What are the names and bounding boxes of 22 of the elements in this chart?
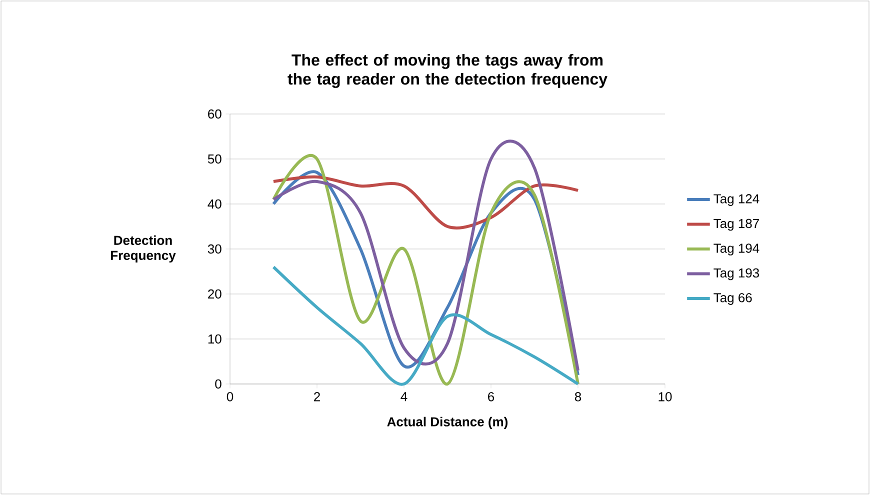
legend-label: Tag 124 (714, 194, 760, 206)
legend-label: Tag 187 (714, 218, 759, 231)
x-tick-label: 8 (574, 392, 582, 402)
chart-title: The effect of moving the tags away from the tag reader on the detection frequency (288, 54, 608, 88)
x-tick-label: 4 (400, 392, 408, 402)
x-tick-label: 6 (488, 392, 494, 402)
legend-label: Tag 194 (714, 244, 760, 256)
y-tick-label: 40 (208, 199, 222, 209)
x-tick-label: 10 (658, 392, 672, 402)
y-tick-label: 10 (208, 334, 222, 344)
y-axis-title: Detection Frequency (111, 235, 176, 263)
y-tick-label: 50 (208, 154, 222, 164)
legend-label: Tag 193 (714, 268, 760, 280)
y-tick-label: 20 (208, 289, 222, 299)
x-axis-title: Actual Distance (m) (387, 416, 508, 429)
x-tick-label: 2 (314, 392, 320, 402)
y-tick-label: 30 (208, 244, 222, 254)
line-series (272, 265, 580, 386)
y-tick-label: 60 (208, 109, 222, 119)
x-tick-label: 0 (226, 392, 234, 402)
y-tick-label: 0 (215, 379, 222, 389)
legend-label: Tag 66 (714, 293, 752, 305)
